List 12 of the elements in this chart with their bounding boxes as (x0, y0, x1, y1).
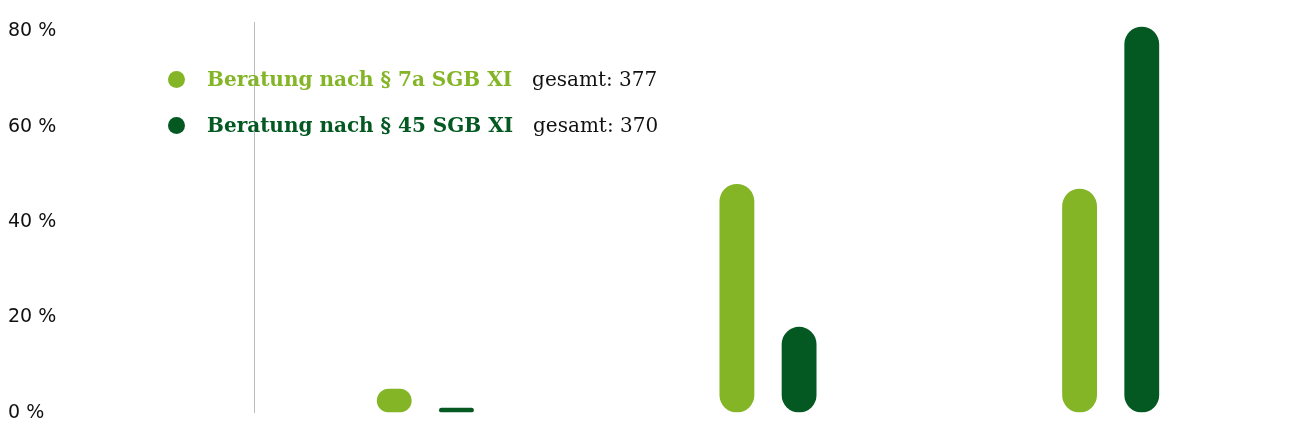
bar (719, 183, 755, 413)
legend-label: Beratung nach § 7a SGB XI (207, 67, 513, 91)
y-tick-label: 20 % (8, 304, 57, 327)
legend-label: Beratung nach § 45 SGB XI (207, 113, 514, 137)
y-tick-label: 40 % (8, 209, 57, 231)
y-tick-label: 60 % (8, 113, 57, 136)
bar (1124, 26, 1160, 413)
y-tick-label: 80 % (8, 18, 57, 41)
annotation: gesamt: 377 (532, 67, 658, 91)
y-tick-label: 0 % (8, 399, 45, 422)
bar (1062, 188, 1097, 413)
annotation: gesamt: 370 (533, 113, 659, 137)
